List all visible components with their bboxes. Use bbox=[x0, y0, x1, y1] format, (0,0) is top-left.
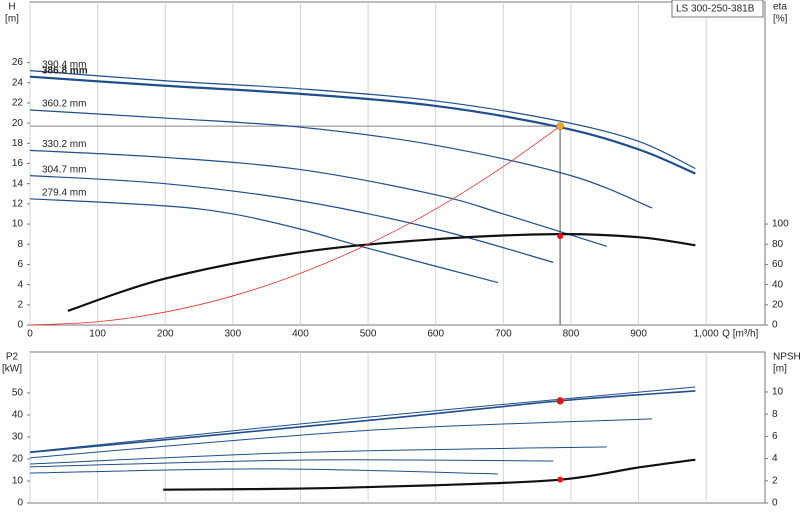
curve bbox=[29, 446, 607, 465]
y-tick-label: 16 bbox=[12, 158, 24, 169]
curve bbox=[29, 149, 607, 247]
y-tick-label: 6 bbox=[17, 259, 23, 270]
y-axis-label: P2 bbox=[6, 352, 19, 363]
x-tick-label: 700 bbox=[495, 329, 512, 340]
y-axis-label: H bbox=[8, 2, 15, 13]
model-label: LS 300-250-381B bbox=[676, 4, 755, 15]
duty-point bbox=[557, 233, 564, 240]
y2-axis-label: NPSH bbox=[773, 352, 800, 363]
y2-tick-label: 60 bbox=[772, 259, 784, 270]
y-axis-label: [kW] bbox=[2, 364, 22, 375]
y2-tick-label: 10 bbox=[772, 387, 784, 398]
curve-label: 330.2 mm bbox=[42, 139, 86, 150]
duty-point bbox=[556, 122, 564, 130]
curve-label: 304.7 mm bbox=[42, 164, 86, 175]
y-tick-label: 50 bbox=[12, 388, 24, 399]
y-tick-label: 20 bbox=[12, 118, 24, 129]
y2-tick-label: 20 bbox=[772, 299, 784, 310]
y-tick-label: 40 bbox=[12, 410, 24, 421]
duty-point bbox=[557, 476, 564, 483]
y2-axis-label: [%] bbox=[773, 14, 788, 25]
x-tick-label: 0 bbox=[27, 329, 33, 340]
curve bbox=[29, 386, 696, 453]
curve bbox=[67, 233, 696, 312]
curve bbox=[29, 198, 499, 284]
y-tick-label: 4 bbox=[17, 279, 23, 290]
y2-tick-label: 0 bbox=[772, 320, 778, 331]
y-tick-label: 18 bbox=[12, 138, 24, 149]
y2-axis-label: [m] bbox=[773, 364, 787, 375]
y-tick-label: 22 bbox=[12, 98, 24, 109]
y-tick-label: 12 bbox=[12, 199, 24, 210]
curve bbox=[29, 459, 554, 468]
model-box bbox=[671, 0, 764, 18]
curve bbox=[29, 75, 696, 175]
curve bbox=[29, 175, 554, 263]
x-tick-label: 800 bbox=[563, 329, 580, 340]
curve bbox=[29, 109, 653, 209]
y-tick-label: 24 bbox=[12, 77, 24, 88]
x-tick-label: 100 bbox=[89, 329, 106, 340]
x-tick-label: 900 bbox=[630, 329, 647, 340]
y-tick-label: 8 bbox=[17, 239, 23, 250]
curve-label: 390.4 mm bbox=[42, 59, 86, 70]
curve bbox=[29, 390, 696, 454]
y2-tick-label: 0 bbox=[772, 498, 778, 509]
y2-tick-label: 100 bbox=[772, 219, 789, 230]
y-tick-label: 14 bbox=[12, 178, 24, 189]
y-tick-label: 10 bbox=[12, 476, 24, 487]
x-tick-label: 300 bbox=[225, 329, 242, 340]
y-tick-label: 10 bbox=[12, 219, 24, 230]
curve bbox=[163, 458, 696, 491]
curve-label: 279.4 mm bbox=[42, 187, 86, 198]
y-tick-label: 2 bbox=[17, 299, 23, 310]
duty-point bbox=[556, 397, 564, 405]
y-tick-label: 0 bbox=[17, 320, 23, 331]
y2-tick-label: 40 bbox=[772, 279, 784, 290]
y2-tick-label: 80 bbox=[772, 239, 784, 250]
x-tick-label: 400 bbox=[292, 329, 309, 340]
x-tick-label: 200 bbox=[157, 329, 174, 340]
curve bbox=[29, 418, 653, 459]
x-tick-label: 1,000 bbox=[694, 329, 719, 340]
y2-axis-label: eta bbox=[773, 2, 787, 13]
curve-label: 386.8 mm bbox=[42, 65, 88, 76]
y-tick-label: 0 bbox=[17, 498, 23, 509]
x-axis-label: Q [m³/h] bbox=[722, 329, 758, 340]
y-tick-label: 30 bbox=[12, 432, 24, 443]
x-tick-label: 600 bbox=[427, 329, 444, 340]
y2-tick-label: 6 bbox=[772, 431, 778, 442]
y-axis-label: [m] bbox=[5, 14, 19, 25]
curve bbox=[29, 125, 561, 326]
x-tick-label: 500 bbox=[360, 329, 377, 340]
y2-tick-label: 4 bbox=[772, 453, 778, 464]
y2-tick-label: 8 bbox=[772, 409, 778, 420]
y-tick-label: 20 bbox=[12, 454, 24, 465]
curve bbox=[29, 70, 696, 170]
y-tick-label: 26 bbox=[12, 57, 24, 68]
curve bbox=[29, 468, 498, 475]
y2-tick-label: 2 bbox=[772, 475, 778, 486]
curve-label: 360.2 mm bbox=[42, 99, 86, 110]
